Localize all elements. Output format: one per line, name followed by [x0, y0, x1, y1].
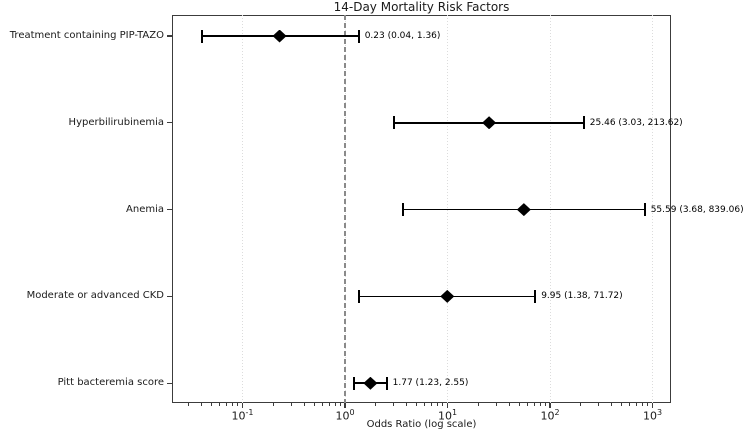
x-minor-tick-mark: [518, 403, 520, 406]
x-minor-tick-mark: [328, 403, 330, 406]
error-bar-cap-left: [358, 289, 361, 303]
odds-ratio-annotation: 55.59 (3.68, 839.06): [650, 204, 744, 215]
odds-ratio-diamond-marker: [516, 203, 531, 217]
y-tick-mark: [167, 35, 172, 37]
odds-ratio-annotation: 0.23 (0.04, 1.36): [364, 31, 441, 41]
error-bar-cap-left: [200, 29, 203, 43]
x-tick-label: 10-1: [231, 408, 254, 423]
error-bar-cap-right: [643, 203, 646, 217]
reference-line: [344, 15, 346, 403]
x-minor-tick-mark: [201, 403, 203, 406]
forest-row-label: Treatment containing PIP-TAZO: [9, 30, 164, 41]
x-minor-tick-mark: [544, 403, 546, 406]
x-tick-label: 100: [335, 408, 355, 423]
forest-row-label: Pitt bacteremia score: [57, 377, 164, 389]
x-minor-tick-mark: [219, 403, 221, 406]
forest-row-label: Moderate or advanced CKD: [26, 290, 164, 302]
x-tick-label: 101: [437, 408, 458, 423]
x-minor-tick-mark: [188, 403, 190, 406]
x-minor-tick-mark: [598, 403, 600, 406]
x-minor-tick-mark: [406, 403, 408, 406]
x-minor-tick-mark: [437, 403, 439, 406]
x-minor-tick-mark: [629, 403, 631, 406]
x-minor-tick-mark: [375, 403, 377, 406]
x-minor-tick-mark: [211, 403, 213, 406]
x-minor-tick-mark: [508, 403, 510, 406]
x-minor-tick-mark: [303, 403, 305, 406]
odds-ratio-diamond-marker: [363, 376, 378, 390]
y-tick-mark: [167, 209, 172, 211]
odds-ratio-annotation: 1.77 (1.23, 2.55): [392, 378, 469, 389]
x-minor-tick-mark: [290, 403, 292, 406]
x-minor-tick-mark: [431, 403, 433, 406]
x-tick-mark: [446, 403, 449, 408]
major-gridline: [242, 15, 243, 403]
x-minor-tick-mark: [313, 403, 315, 406]
x-minor-tick-mark: [647, 403, 649, 406]
odds-ratio-annotation: 25.46 (3.03, 213.62): [589, 117, 683, 128]
x-minor-tick-mark: [237, 403, 239, 406]
x-minor-tick-mark: [334, 403, 336, 406]
x-minor-tick-mark: [226, 403, 228, 406]
x-minor-tick-mark: [232, 403, 234, 406]
x-minor-tick-mark: [321, 403, 323, 406]
error-bar-cap-right: [357, 29, 360, 43]
forest-row-label: Anemia: [126, 203, 164, 215]
x-tick-mark: [241, 403, 244, 408]
x-minor-tick-mark: [393, 403, 395, 406]
x-axis-label: Odds Ratio (log scale): [366, 419, 477, 430]
odds-ratio-annotation: 9.95 (1.38, 71.72): [541, 291, 623, 302]
forest-row-label: Hyperbilirubinemia: [68, 116, 164, 128]
x-minor-tick-mark: [539, 403, 541, 406]
x-minor-tick-mark: [272, 403, 274, 406]
chart-title: 14-Day Mortality Risk Factors: [333, 0, 510, 14]
y-tick-mark: [167, 295, 172, 297]
x-tick-mark: [549, 403, 551, 408]
error-bar-cap-left: [353, 376, 356, 390]
x-minor-tick-mark: [424, 403, 426, 406]
x-minor-tick-mark: [339, 403, 341, 406]
x-minor-tick-mark: [533, 403, 535, 406]
error-bar-cap-left: [402, 203, 404, 217]
x-minor-tick-mark: [495, 403, 497, 406]
odds-ratio-diamond-marker: [482, 116, 497, 130]
major-gridline: [652, 15, 653, 403]
odds-ratio-diamond-marker: [272, 29, 287, 43]
x-minor-tick-mark: [526, 403, 528, 406]
odds-ratio-diamond-marker: [440, 289, 455, 303]
y-tick-mark: [167, 382, 172, 384]
error-bar-cap-left: [393, 116, 396, 130]
x-minor-tick-mark: [621, 403, 623, 406]
x-tick-mark: [344, 403, 346, 408]
x-minor-tick-mark: [611, 403, 613, 406]
x-minor-tick-mark: [477, 403, 479, 406]
error-bar-cap-right: [534, 289, 537, 303]
error-bar-cap-right: [582, 116, 585, 130]
x-minor-tick-mark: [642, 403, 644, 406]
y-tick-mark: [167, 122, 172, 124]
x-minor-tick-mark: [416, 403, 418, 406]
x-tick-label: 102: [540, 408, 560, 423]
error-bar-cap-right: [385, 376, 388, 390]
x-tick-mark: [651, 403, 654, 408]
x-tick-label: 103: [642, 408, 663, 423]
x-minor-tick-mark: [636, 403, 638, 406]
x-minor-tick-mark: [580, 403, 582, 406]
x-minor-tick-mark: [442, 403, 444, 406]
